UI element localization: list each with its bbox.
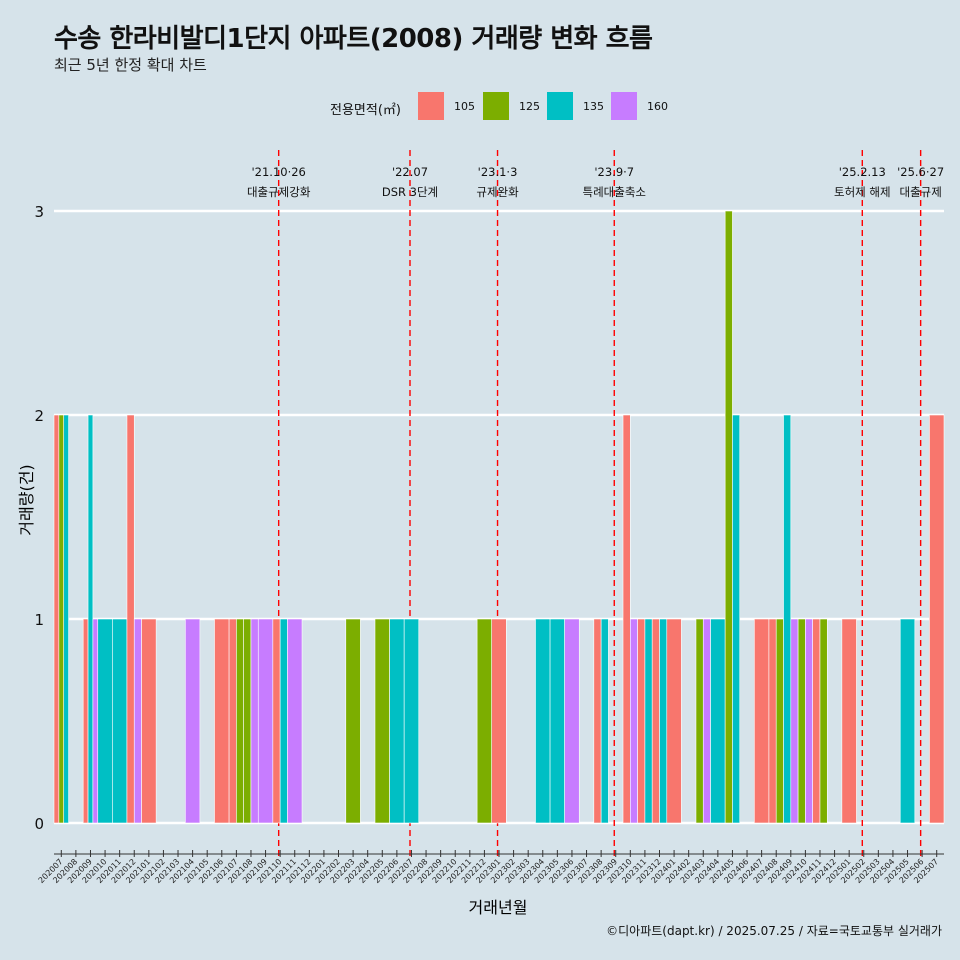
- bar: [92, 618, 99, 824]
- bar: [112, 618, 128, 824]
- bar: [345, 618, 361, 824]
- event-date-label: '22.07: [392, 165, 428, 179]
- bar: [58, 414, 65, 824]
- legend-swatch: [611, 92, 637, 120]
- caption: ©디아파트(dapt.kr) / 2025.07.25 / 자료=국토교통부 실…: [606, 924, 942, 938]
- bar: [476, 618, 493, 824]
- chart-title: 수송 한라비발디1단지 아파트(2008) 거래량 변화 흐름: [54, 24, 653, 54]
- bar: [797, 618, 806, 824]
- bar: [710, 618, 726, 824]
- event-date-label: '25.2.13: [839, 165, 886, 179]
- legend: 전용면적(㎡) 105 125 135 160: [0, 92, 960, 122]
- event-date-label: '23.9·7: [594, 165, 634, 179]
- bar: [243, 618, 252, 824]
- bar: [593, 618, 602, 824]
- bar: [819, 618, 828, 824]
- bar: [126, 414, 135, 824]
- bar: [812, 618, 821, 824]
- bar: [389, 618, 405, 824]
- bar: [53, 414, 60, 824]
- bar: [790, 618, 799, 824]
- bar: [141, 618, 157, 824]
- bar: [929, 414, 945, 824]
- bar: [63, 414, 69, 824]
- event-date-label: '21.10·26: [252, 165, 306, 179]
- bar: [214, 618, 230, 824]
- bar: [695, 618, 704, 824]
- event-label: 규제완화: [476, 185, 519, 199]
- event-date-label: '23.1·3: [478, 165, 518, 179]
- legend-swatch: [483, 92, 509, 120]
- bar: [702, 618, 711, 824]
- bar: [732, 414, 741, 824]
- y-axis: 0 1 2 3: [34, 203, 44, 833]
- legend-swatch: [547, 92, 573, 120]
- legend-label: 125: [519, 100, 540, 113]
- bar: [637, 618, 646, 824]
- bar: [535, 618, 551, 824]
- bar: [236, 618, 244, 824]
- event-label: DSR 3단계: [382, 185, 438, 199]
- event-label: 대출규제강화: [247, 185, 311, 199]
- bar: [279, 618, 288, 824]
- y-axis-label: 거래량(건): [17, 464, 36, 535]
- bar: [666, 618, 682, 824]
- bars: [53, 210, 945, 824]
- bar: [228, 618, 237, 824]
- bar: [805, 618, 813, 824]
- y-tick-label: 1: [34, 611, 44, 629]
- bar: [82, 618, 89, 824]
- x-axis-label: 거래년월: [469, 898, 528, 917]
- legend-swatch: [418, 92, 444, 120]
- event-label: 특례대출축소: [583, 185, 646, 199]
- chart-subtitle: 최근 5년 한정 확대 차트: [54, 56, 207, 74]
- y-tick-label: 0: [34, 815, 44, 833]
- legend-label: 105: [454, 100, 475, 113]
- bar: [644, 618, 653, 824]
- bar: [287, 618, 303, 824]
- legend-label: 160: [647, 100, 668, 113]
- bar: [651, 618, 660, 824]
- bar: [622, 414, 631, 824]
- bar: [549, 618, 565, 824]
- bar: [133, 618, 142, 824]
- x-axis: 2020072020082020092020102020112020122021…: [37, 850, 944, 885]
- bar: [899, 618, 916, 824]
- bar: [491, 618, 507, 824]
- bar: [185, 618, 201, 824]
- bar: [564, 618, 580, 824]
- bar: [768, 618, 777, 824]
- y-tick-label: 2: [34, 407, 44, 425]
- event-label: 대출규제: [899, 185, 941, 199]
- bar: [775, 618, 784, 824]
- bar: [257, 618, 274, 824]
- bar: [374, 618, 390, 824]
- legend-title: 전용면적(㎡): [330, 103, 401, 118]
- bar: [600, 618, 609, 824]
- event-date-label: '25.6·27: [897, 165, 944, 179]
- bar: [841, 618, 857, 824]
- bar: [403, 618, 420, 824]
- y-tick-label: 3: [34, 203, 44, 221]
- bar: [783, 414, 792, 824]
- bar: [87, 414, 94, 824]
- bar: [272, 618, 281, 824]
- bar: [724, 210, 733, 824]
- event-label: 토허제 해제: [834, 185, 891, 199]
- bar: [659, 618, 668, 824]
- bar: [754, 618, 770, 824]
- bar: [250, 618, 259, 824]
- bar: [97, 618, 113, 824]
- legend-label: 135: [583, 100, 604, 113]
- bar: [630, 618, 638, 824]
